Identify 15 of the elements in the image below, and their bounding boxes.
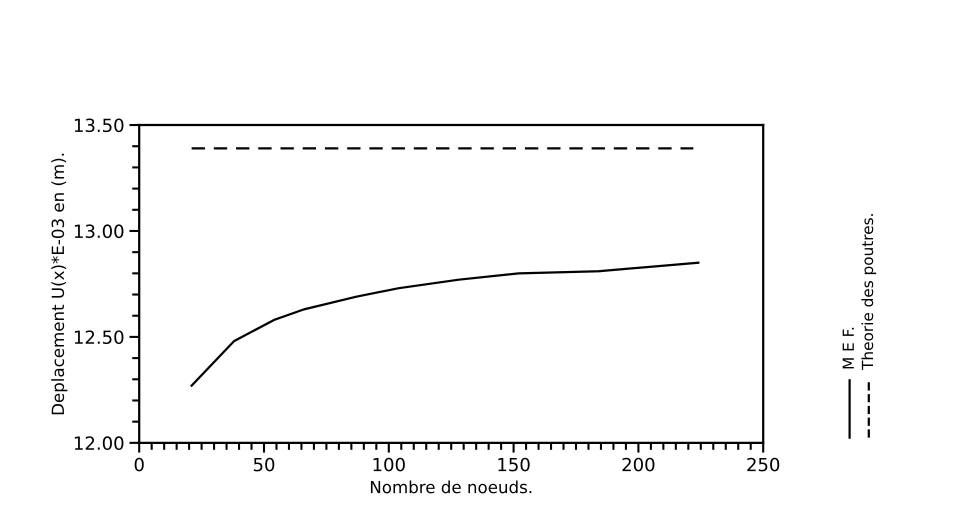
x-axis-title: Nombre de noeuds. xyxy=(370,480,532,494)
line-series xyxy=(190,262,700,387)
y-tick-label: 13.50 xyxy=(74,118,124,132)
x-tick-label: 50 xyxy=(254,458,274,472)
x-tick-label: 250 xyxy=(747,458,780,472)
text: M E F. xyxy=(842,328,854,368)
text: Theorie des poutres. xyxy=(861,214,876,370)
x-tick-label: 200 xyxy=(622,458,654,472)
y-tick-label: 12.00 xyxy=(74,436,124,450)
y-tick-label: 12.50 xyxy=(74,330,124,344)
x-tick-label: 150 xyxy=(498,458,530,472)
x-tick-label: 0 xyxy=(134,458,144,472)
x-tick-label: 100 xyxy=(374,458,405,472)
y-axis-title: Deplacement U(x)*E-03 en (m). xyxy=(51,154,68,414)
y-tick-label: 13.00 xyxy=(74,224,124,238)
